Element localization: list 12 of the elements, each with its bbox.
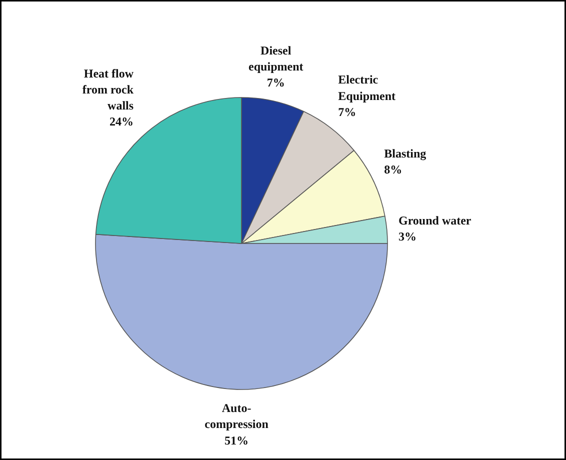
slice-label: Electric Equipment <box>338 72 396 103</box>
data-label: 7% <box>266 76 285 90</box>
data-label: 51% <box>224 433 249 448</box>
slice-label: Diesel equipment <box>248 43 304 74</box>
slice-label: Blasting <box>384 146 426 160</box>
data-label: 24% <box>110 114 134 129</box>
slice-label: Heat flow from rock walls <box>82 66 134 112</box>
data-label: 7% <box>338 104 356 119</box>
data-label: 8% <box>384 162 402 176</box>
slice-label: Ground water <box>398 214 472 228</box>
data-label: 3% <box>398 230 416 244</box>
slice-label: Auto- compression <box>204 401 269 432</box>
